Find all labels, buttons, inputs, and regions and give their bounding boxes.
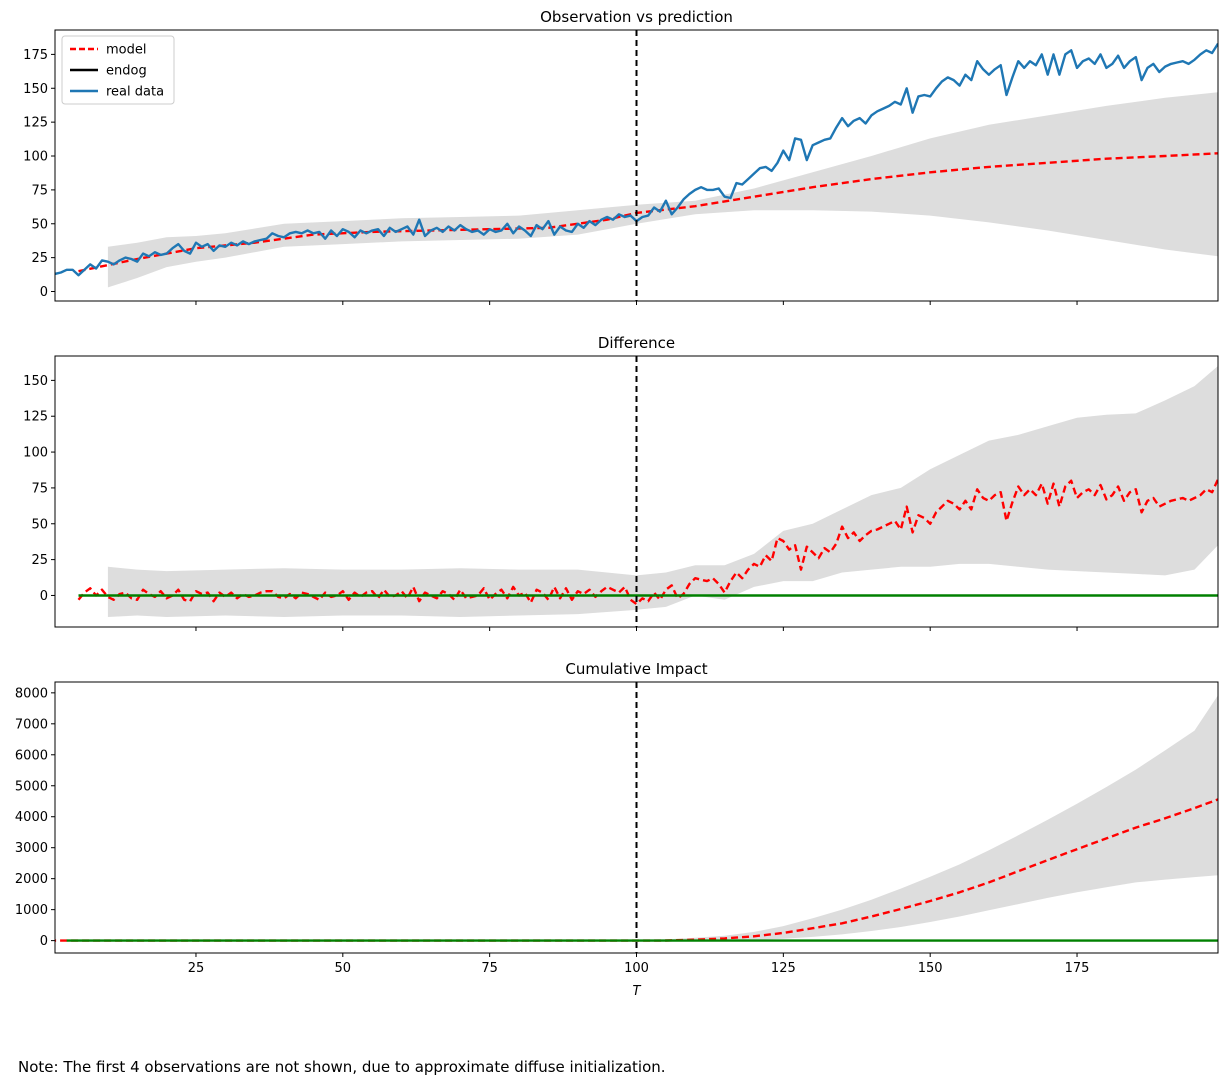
y-tick-label: 4000 — [15, 810, 48, 825]
y-tick-label: 6000 — [15, 748, 48, 763]
y-tick-label: 1000 — [15, 903, 48, 918]
y-tick-label: 7000 — [15, 717, 48, 732]
y-tick-label: 150 — [23, 82, 48, 97]
confidence-band — [107, 695, 1218, 942]
legend: model endog real data — [61, 35, 175, 105]
x-tick-label: 125 — [771, 961, 796, 976]
y-tick-label: 75 — [31, 481, 48, 496]
panel-difference: 0 25 50 75 100 125 150 Difference — [23, 334, 1219, 631]
footnote: Note: The first 4 observations are not s… — [18, 1058, 666, 1076]
x-tick-label: 175 — [1065, 961, 1090, 976]
x-tick-label: 100 — [624, 961, 649, 976]
y-tick-label: 175 — [23, 48, 48, 63]
y-tick-label: 5000 — [15, 779, 48, 794]
legend-label-model: model — [106, 43, 146, 58]
y-tick-label: 150 — [23, 374, 48, 389]
panel-observation-vs-prediction: 0 25 50 75 100 125 150 175 Observation vs predic… — [23, 8, 1219, 305]
y-tick-label: 8000 — [15, 686, 48, 701]
y-tick-label: 25 — [31, 553, 48, 568]
y-tick-label: 0 — [40, 589, 48, 604]
confidence-band — [107, 366, 1218, 617]
y-tick-label: 100 — [23, 446, 48, 461]
y-tick-label: 25 — [31, 251, 48, 266]
y-tick-label: 100 — [23, 150, 48, 165]
plot-area — [55, 695, 1218, 942]
plot-area — [77, 366, 1218, 617]
legend-label-real-data: real data — [106, 85, 164, 100]
y-tick-label: 125 — [23, 410, 48, 425]
y-tick-label: 3000 — [15, 841, 48, 856]
legend-box — [61, 35, 175, 105]
panel-title: Difference — [598, 334, 675, 352]
y-tick-label: 2000 — [15, 872, 48, 887]
y-tick-label: 125 — [23, 116, 48, 131]
y-tick-label: 0 — [40, 934, 48, 949]
y-tick-label: 50 — [31, 217, 48, 232]
y-tick-label: 75 — [31, 183, 48, 198]
x-tick-label: 150 — [918, 961, 943, 976]
panel-cumulative-impact: 0 1000 2000 3000 4000 5000 6000 7000 8000 25 50 75 1… — [15, 660, 1219, 999]
legend-label-endog: endog — [106, 64, 147, 79]
x-tick-label: 75 — [481, 961, 498, 976]
x-tick-label: 25 — [188, 961, 205, 976]
confidence-band — [107, 92, 1218, 288]
panel-title: Observation vs prediction — [540, 8, 733, 26]
y-tick-label: 50 — [31, 517, 48, 532]
y-tick-label: 0 — [40, 285, 48, 300]
x-tick-label: 50 — [335, 961, 352, 976]
series-model-line — [77, 478, 1218, 606]
panel-title: Cumulative Impact — [565, 660, 707, 678]
x-axis-label: T — [633, 984, 642, 999]
